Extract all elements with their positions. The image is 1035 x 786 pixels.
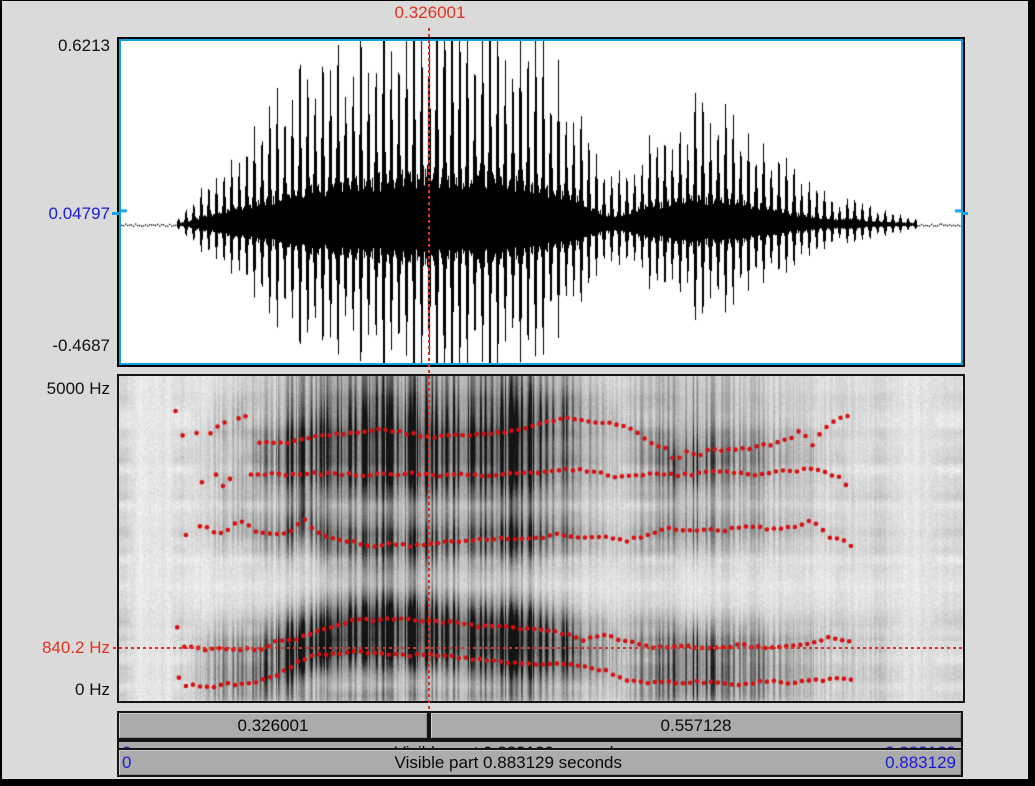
clipped-time-bar[interactable]: 0 Visible part 0.883129 seconds 0.883129 bbox=[117, 740, 963, 748]
amp-min-label: -0.4687 bbox=[52, 336, 110, 355]
visible-start-label: 0 bbox=[122, 752, 132, 772]
clipped-bar-start: 0 bbox=[119, 743, 131, 748]
cursor-time-label: 0.326001 bbox=[394, 3, 466, 22]
visible-end-label: 0.883129 bbox=[885, 752, 956, 772]
freq-cursor-label: 840.2 Hz bbox=[41, 638, 110, 657]
cursor-amplitude-tick-left bbox=[112, 212, 119, 215]
frequency-cursor-hline[interactable] bbox=[113, 647, 964, 649]
spectrogram-panel[interactable] bbox=[117, 374, 965, 703]
visible-part-label: Visible part 0.883129 seconds bbox=[394, 752, 623, 772]
waveform-panel-border bbox=[119, 39, 963, 365]
selection-bar-left-label: 0.326001 bbox=[237, 716, 309, 735]
clipped-bar-label: Visible part 0.883129 seconds bbox=[131, 743, 885, 748]
selection-bar-right[interactable]: 0.557128 bbox=[429, 711, 963, 740]
cursor-vline[interactable] bbox=[428, 28, 430, 710]
visible-part-bar[interactable]: 0 Visible part 0.883129 seconds 0.883129 bbox=[117, 748, 963, 777]
freq-min-label: 0 Hz bbox=[75, 680, 110, 699]
cursor-amplitude-tick-right bbox=[961, 212, 968, 215]
clipped-bar-end: 0.883129 bbox=[885, 743, 961, 748]
spectrogram-canvas[interactable] bbox=[119, 376, 963, 701]
selection-bar-left[interactable]: 0.326001 bbox=[117, 711, 429, 740]
waveform-panel[interactable] bbox=[117, 37, 965, 367]
selection-bar-right-label: 0.557128 bbox=[660, 716, 732, 735]
freq-max-label: 5000 Hz bbox=[46, 379, 110, 398]
amp-cursor-label: 0.04797 bbox=[48, 204, 110, 223]
amp-max-label: 0.6213 bbox=[58, 36, 110, 55]
waveform-canvas[interactable] bbox=[121, 41, 961, 363]
